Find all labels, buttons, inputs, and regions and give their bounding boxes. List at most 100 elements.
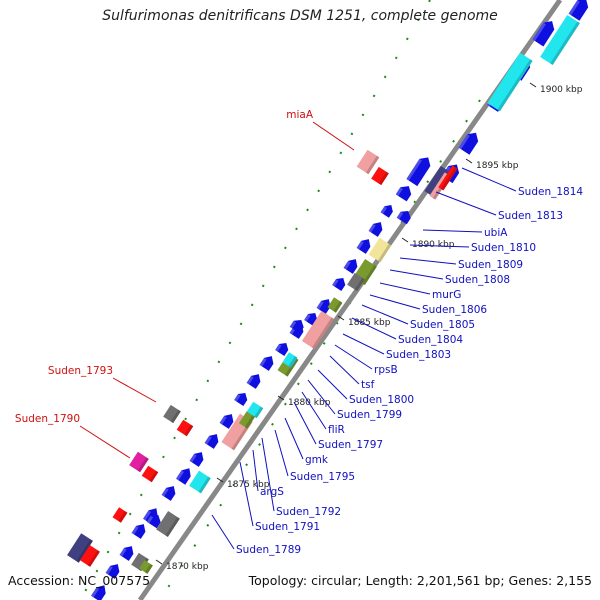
gene-label: Suden_1813 — [498, 210, 563, 222]
accession-text: Accession: NC_007575 — [8, 573, 151, 588]
label-leader-line — [461, 167, 517, 192]
gene-feature — [396, 210, 411, 225]
cds-arrow-body — [406, 157, 431, 187]
feature-block-shade — [137, 457, 149, 473]
gene-feature — [112, 507, 128, 523]
gene-feature — [275, 342, 289, 357]
gene-feature — [156, 510, 180, 538]
label-leader-line — [389, 269, 444, 280]
gene-feature — [368, 237, 392, 263]
label-leader-line — [435, 191, 497, 216]
map-title: Sulfurimonas denitrificans DSM 1251, com… — [102, 8, 498, 24]
feature-block — [112, 507, 128, 523]
cds-arrow-highlight — [380, 206, 387, 214]
label-leader-line — [379, 282, 431, 295]
feature-block — [327, 297, 343, 313]
feature-block-shade — [144, 563, 153, 574]
cds-arrow-highlight — [105, 565, 113, 575]
cds-arrow-highlight — [131, 525, 139, 535]
feature-block — [438, 165, 458, 191]
gene-feature — [105, 564, 120, 579]
label-leader-line — [252, 449, 259, 492]
feature-block — [189, 470, 211, 494]
cds-arrow-highlight — [458, 134, 470, 150]
feature-block — [139, 560, 153, 574]
cds-arrow-body — [458, 132, 479, 155]
cds-arrow-body — [161, 486, 176, 501]
gene-feature — [487, 52, 533, 112]
feature-block-shade — [311, 317, 335, 350]
cds-arrow-highlight — [368, 223, 376, 233]
tick-line — [277, 395, 285, 401]
feature-block-shade — [149, 470, 159, 483]
cds-arrow-highlight — [332, 278, 339, 287]
cds-arrow-body — [332, 277, 346, 292]
gene-feature — [146, 514, 161, 529]
feature-block — [131, 552, 149, 572]
cds-arrow-highlight — [146, 515, 154, 524]
cds-arrow-highlight — [316, 300, 324, 310]
feature-block — [301, 310, 335, 350]
gene-feature — [406, 157, 431, 187]
gene-feature — [380, 204, 393, 218]
label-leader-line — [301, 391, 327, 430]
label-leader-line — [399, 257, 457, 265]
gene-feature — [540, 14, 580, 66]
gene-label: ubiA — [484, 227, 508, 239]
gene-feature — [368, 222, 383, 237]
tick-line — [401, 237, 409, 243]
gene-feature — [119, 546, 134, 561]
gene-label: Suden_1789 — [236, 544, 301, 556]
feature-block-shade — [550, 21, 580, 66]
label-leader-line — [79, 425, 131, 459]
gene-feature — [343, 259, 358, 274]
gene-feature — [131, 524, 146, 539]
feature-block-shade — [254, 406, 264, 419]
feature-block-shade — [285, 358, 299, 377]
gene-label: Suden_1799 — [337, 409, 402, 421]
cds-arrow-body — [146, 514, 161, 529]
tick-line — [465, 158, 473, 164]
tick-label: 1890 kbp — [412, 240, 455, 250]
gene-feature — [161, 486, 176, 501]
feature-block — [282, 352, 298, 368]
gene-feature — [80, 545, 100, 567]
cds-arrow-highlight — [343, 260, 351, 270]
gene-label: Suden_1809 — [458, 259, 523, 271]
gene-label: Suden_1793 — [48, 365, 113, 377]
cds-arrow-highlight — [275, 343, 282, 352]
cds-arrow-body — [395, 186, 412, 202]
label-leader-line — [312, 121, 355, 151]
gene-label: Suden_1795 — [290, 471, 355, 483]
feature-block-shade — [333, 301, 343, 313]
gene-feature — [347, 272, 365, 292]
cds-arrow-body — [105, 564, 120, 579]
feature-block-shade — [170, 409, 181, 424]
feature-block — [176, 419, 194, 437]
cds-arrow-body — [343, 259, 358, 274]
gene-feature — [332, 277, 346, 292]
label-leader-line — [112, 377, 157, 403]
gene-feature — [316, 299, 331, 314]
gene-feature — [219, 414, 234, 429]
cds-arrow-highlight — [246, 375, 254, 385]
tick-line — [155, 559, 163, 565]
cds-arrow-highlight — [204, 435, 212, 445]
label-leader-line — [317, 369, 348, 400]
gene-feature — [395, 186, 412, 202]
cds-arrow-body — [259, 356, 274, 371]
gene-label: Suden_1814 — [518, 186, 583, 198]
cds-arrow-body — [189, 452, 204, 467]
feature-block — [163, 404, 181, 424]
gene-feature — [259, 356, 274, 371]
cds-arrow-body — [356, 239, 371, 254]
cds-arrow-body — [316, 299, 331, 314]
label-leader-line — [261, 437, 275, 512]
feature-block — [156, 510, 180, 538]
cds-arrow-highlight — [532, 22, 546, 41]
gene-feature — [67, 533, 93, 563]
cds-arrow-body — [119, 546, 134, 561]
feature-block-shade — [354, 277, 365, 292]
tick-label: 1875 kbp — [227, 480, 270, 490]
cds-arrow-body — [368, 222, 383, 237]
